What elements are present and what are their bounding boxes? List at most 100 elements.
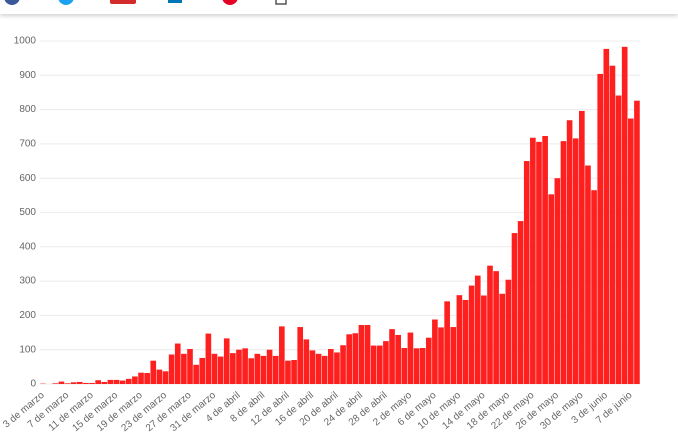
bar: [517, 221, 524, 384]
bar: [248, 358, 255, 384]
bar: [358, 325, 365, 384]
bar: [505, 279, 512, 384]
bar: [138, 372, 144, 384]
bar: [413, 348, 420, 384]
bar: [199, 357, 206, 384]
bar: [113, 379, 120, 384]
y-tick-label: 500: [19, 207, 36, 218]
bar: [554, 178, 561, 384]
y-tick-label: 600: [19, 173, 36, 184]
bar: [266, 349, 273, 384]
twitter-icon[interactable]: [58, 0, 74, 5]
bar: [150, 360, 157, 384]
bar: [309, 350, 316, 384]
bar: [291, 359, 297, 384]
bar: [438, 327, 444, 384]
bar: [376, 345, 383, 384]
bar: [548, 194, 555, 384]
y-tick-label: 300: [19, 276, 36, 287]
bar: [125, 378, 132, 384]
bar: [523, 161, 530, 384]
bar: [444, 301, 450, 384]
bar: [542, 136, 548, 384]
bar: [260, 355, 267, 384]
bar: [530, 137, 536, 384]
bar: [456, 295, 463, 384]
bar: [89, 382, 95, 384]
bar: [389, 329, 395, 384]
bar: [419, 347, 426, 384]
bar: [285, 360, 291, 384]
bar: [352, 333, 359, 384]
bar: [346, 334, 352, 384]
y-tick-label: 1000: [14, 36, 37, 47]
bar: [481, 295, 487, 384]
bar: [321, 355, 328, 384]
y-tick-label: 200: [19, 310, 36, 321]
bar: [64, 383, 71, 384]
bar: [205, 333, 212, 384]
bar: [272, 355, 279, 384]
bar: [621, 46, 628, 385]
y-tick-label: 400: [19, 241, 36, 252]
bar: [487, 265, 493, 384]
bar: [328, 349, 334, 384]
bar: [597, 73, 604, 384]
bar: [107, 379, 114, 384]
bar: [370, 345, 377, 384]
bar: [603, 48, 610, 384]
bar: [401, 347, 408, 384]
bar: [101, 381, 108, 384]
bar: [279, 326, 285, 384]
bar: [450, 327, 457, 384]
y-tick-label: 700: [19, 139, 36, 150]
bar: [181, 353, 187, 384]
bar: [52, 383, 59, 384]
bar: [223, 338, 230, 384]
bar: [236, 349, 242, 384]
bar: [628, 118, 634, 384]
bar: [511, 233, 518, 384]
bar: [162, 371, 169, 384]
bar: [468, 285, 475, 384]
bar: [303, 339, 310, 384]
y-tick-label: 800: [19, 104, 36, 115]
y-tick-label: 0: [30, 379, 36, 390]
bar: [340, 345, 346, 384]
bar: [95, 380, 101, 384]
bar: [83, 382, 89, 384]
bar: [536, 141, 542, 384]
bar: [585, 165, 591, 384]
bar: [156, 369, 163, 384]
share-bar: [0, 0, 678, 14]
bar: [70, 382, 77, 384]
bar: [560, 141, 567, 384]
bar: [432, 319, 438, 384]
bar: [174, 343, 181, 384]
bar: [297, 327, 304, 384]
bar: [132, 376, 138, 384]
bar: [254, 353, 261, 384]
bar: [144, 373, 150, 384]
bar: [242, 348, 248, 384]
pinterest-icon[interactable]: [222, 0, 238, 5]
bar: [579, 110, 585, 385]
bar: [474, 275, 481, 384]
email-icon[interactable]: [110, 0, 136, 4]
bar: [615, 95, 622, 385]
bar: [58, 381, 65, 384]
bar: [217, 356, 224, 384]
facebook-icon[interactable]: [4, 0, 20, 5]
bar: [168, 354, 175, 384]
bar: [230, 353, 236, 384]
bar: [572, 138, 579, 384]
share-icons: [4, 0, 287, 5]
linkedin-icon[interactable]: [168, 0, 182, 3]
bar: [395, 334, 401, 384]
y-tick-label: 900: [19, 70, 36, 81]
print-icon[interactable]: [275, 0, 287, 5]
bar: [383, 341, 389, 384]
y-tick-label: 100: [19, 344, 36, 355]
